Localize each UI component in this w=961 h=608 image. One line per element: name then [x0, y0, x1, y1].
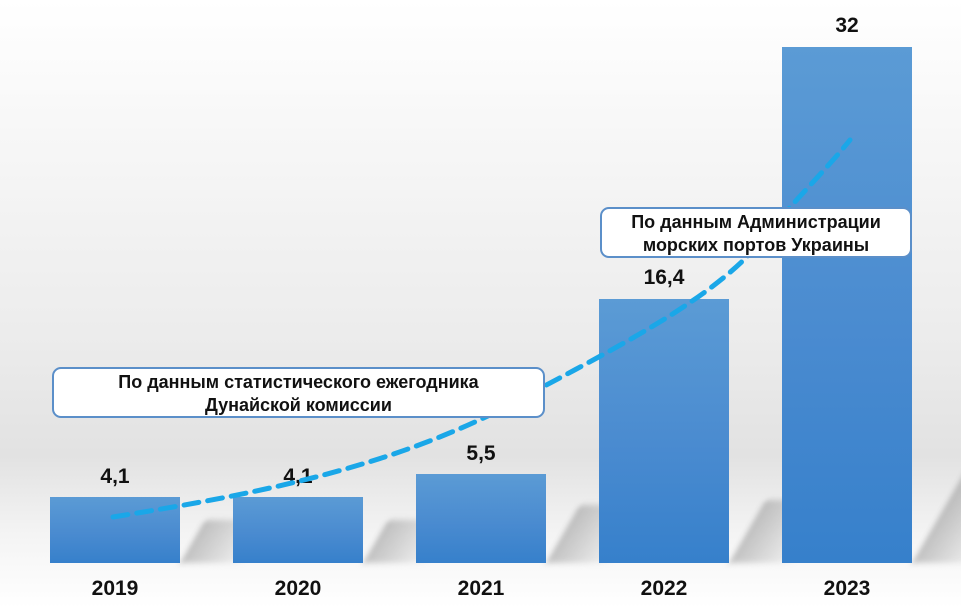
bar-2020: [233, 497, 363, 563]
annotation-ukraine-ports: По данным Администрации морских портов У…: [600, 207, 912, 258]
x-tick-2022: 2022: [640, 577, 688, 600]
x-tick-2023: 2023: [823, 577, 871, 600]
value-label-2021: 5,5: [466, 442, 496, 465]
x-tick-2021: 2021: [457, 577, 505, 600]
annotation-line: морских портов Украины: [642, 235, 870, 255]
bar-2023: [782, 47, 912, 563]
value-label-2022: 16,4: [643, 266, 685, 289]
annotation-line: Дунайской комиссии: [205, 395, 392, 415]
annotation-line: По данным статистического ежегодника: [118, 372, 479, 392]
value-label-2019: 4,1: [100, 465, 130, 488]
annotation-danube-commission: По данным статистического ежегодника Дун…: [52, 367, 545, 418]
annotation-line: По данным Администрации: [631, 212, 881, 232]
value-label-2023: 32: [835, 14, 859, 37]
bar-2021: [416, 474, 546, 563]
x-tick-2019: 2019: [91, 577, 139, 600]
x-tick-2020: 2020: [274, 577, 322, 600]
